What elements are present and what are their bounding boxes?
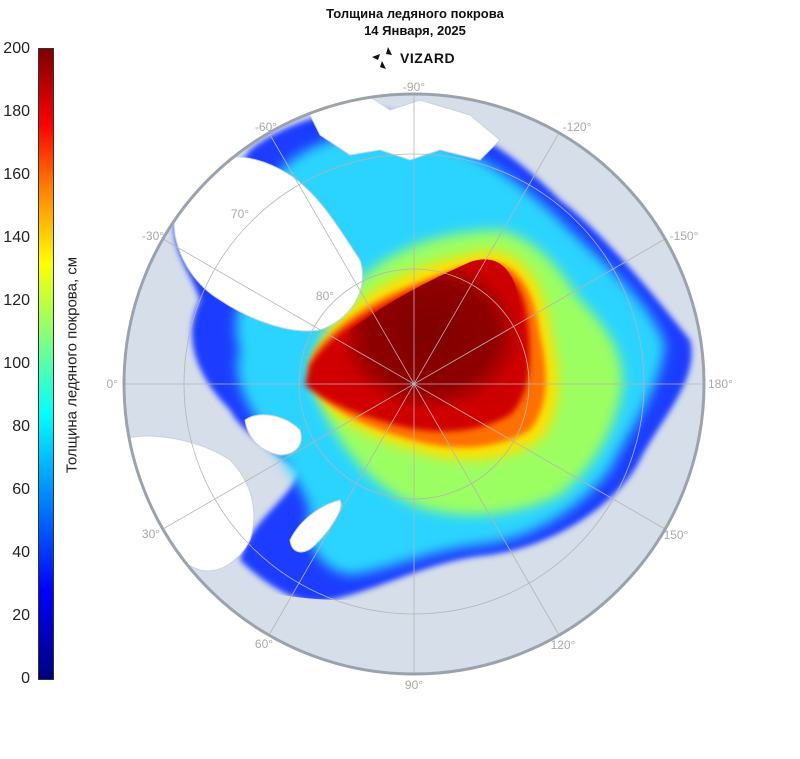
map-title: Толщина ледяного покрова	[326, 6, 504, 21]
colorbar-tick: 180	[3, 103, 30, 120]
lon-label: -60°	[255, 120, 277, 134]
colorbar-tick: 40	[12, 544, 30, 561]
lon-label: -30°	[142, 229, 164, 243]
map-date: 14 Января, 2025	[364, 23, 466, 38]
lon-label: -120°	[563, 120, 592, 134]
lon-label: 150°	[664, 528, 689, 542]
colorbar-tick: 160	[3, 166, 30, 183]
lat-label: 70°	[231, 207, 249, 221]
colorbar-tick: 140	[3, 229, 30, 246]
lat-label: 80°	[316, 289, 334, 303]
colorbar-tick: 100	[3, 355, 30, 372]
colorbar-tick: 80	[12, 418, 30, 435]
lon-label: 180°	[708, 377, 733, 391]
lon-label: 60°	[255, 637, 273, 651]
colorbar-tick: 0	[21, 670, 30, 687]
colorbar-tick: 20	[12, 607, 30, 624]
lon-label: 0°	[107, 377, 119, 391]
svalbard	[244, 414, 302, 456]
graticule	[124, 94, 704, 674]
greenland	[173, 156, 364, 332]
canadian-archipelago	[299, 94, 501, 161]
vizard-logo: VIZARD	[370, 44, 455, 72]
ice-thick-core	[340, 259, 521, 411]
lon-label: 120°	[551, 638, 576, 652]
colorbar-tick: 120	[3, 292, 30, 309]
lon-label: -150°	[670, 229, 699, 243]
lon-label: 30°	[142, 527, 160, 541]
lon-label: 90°	[405, 678, 423, 692]
lon-label: -90°	[403, 80, 425, 94]
map-rim	[122, 92, 706, 676]
colorbar	[38, 48, 54, 680]
colorbar-tick: 200	[3, 40, 30, 57]
vizard-logo-icon	[372, 47, 392, 69]
logo-text: VIZARD	[400, 50, 456, 66]
colorbar-tick: 60	[12, 481, 30, 498]
